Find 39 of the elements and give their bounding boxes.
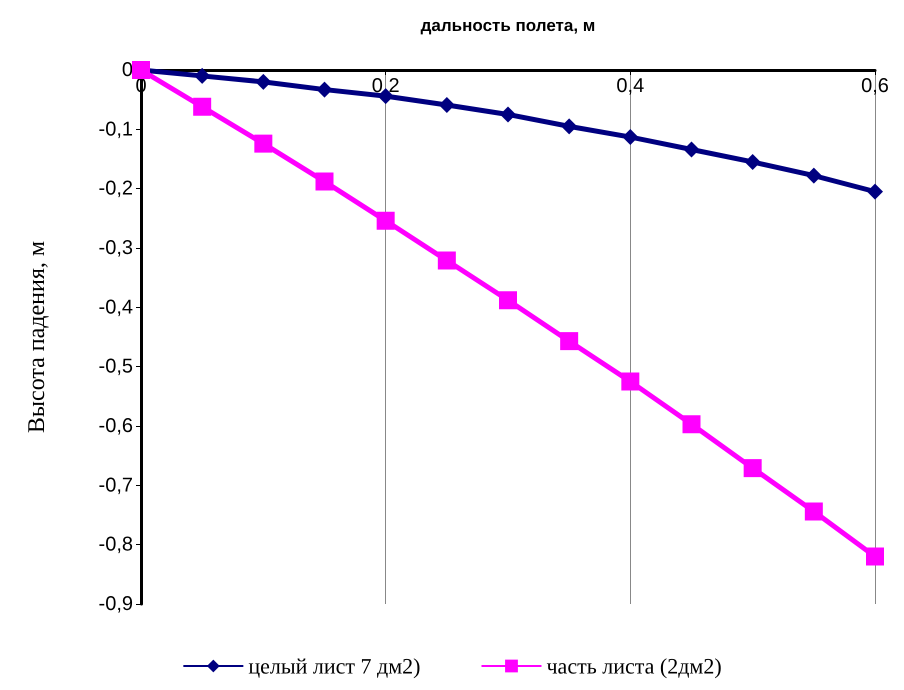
y-tick-label: -0,8 bbox=[98, 534, 133, 556]
y-tick-label: -0,7 bbox=[98, 474, 133, 496]
point bbox=[499, 291, 517, 310]
point bbox=[684, 142, 700, 158]
x-tick-label: 0,4 bbox=[616, 75, 644, 97]
point bbox=[255, 74, 272, 90]
point bbox=[316, 172, 334, 191]
point bbox=[804, 502, 823, 520]
point bbox=[561, 118, 578, 134]
point bbox=[806, 168, 822, 184]
point bbox=[622, 129, 638, 146]
y-tick-label: 0 bbox=[122, 59, 133, 81]
point bbox=[376, 212, 395, 230]
x-axis-title: дальность полета, м bbox=[420, 16, 596, 35]
point bbox=[744, 154, 761, 170]
y-tick-label: -0,3 bbox=[98, 237, 133, 259]
point bbox=[193, 98, 212, 116]
y-tick-label: -0,4 bbox=[98, 296, 133, 318]
y-tick-label: -0,5 bbox=[98, 356, 133, 378]
x-tick-label: 0,6 bbox=[861, 75, 889, 97]
point bbox=[621, 372, 640, 390]
point bbox=[254, 134, 272, 153]
point bbox=[866, 548, 884, 566]
y-tick-label: -0,9 bbox=[98, 593, 133, 615]
point bbox=[438, 251, 456, 270]
y-tick-label: -0,2 bbox=[98, 178, 133, 200]
point bbox=[867, 184, 883, 200]
y-tick-label: -0,1 bbox=[98, 118, 133, 140]
point bbox=[560, 332, 578, 350]
point bbox=[682, 415, 700, 434]
y-tick-label: -0,6 bbox=[98, 415, 133, 437]
y-axis-title: Высота падения, м bbox=[24, 240, 50, 434]
point bbox=[744, 459, 762, 478]
point bbox=[438, 97, 455, 114]
legend-label: целый лист 7 дм2) bbox=[248, 654, 420, 678]
legend-label: часть листа (2дм2) bbox=[546, 654, 722, 678]
point bbox=[316, 82, 332, 98]
point bbox=[194, 68, 210, 84]
point bbox=[500, 106, 516, 122]
